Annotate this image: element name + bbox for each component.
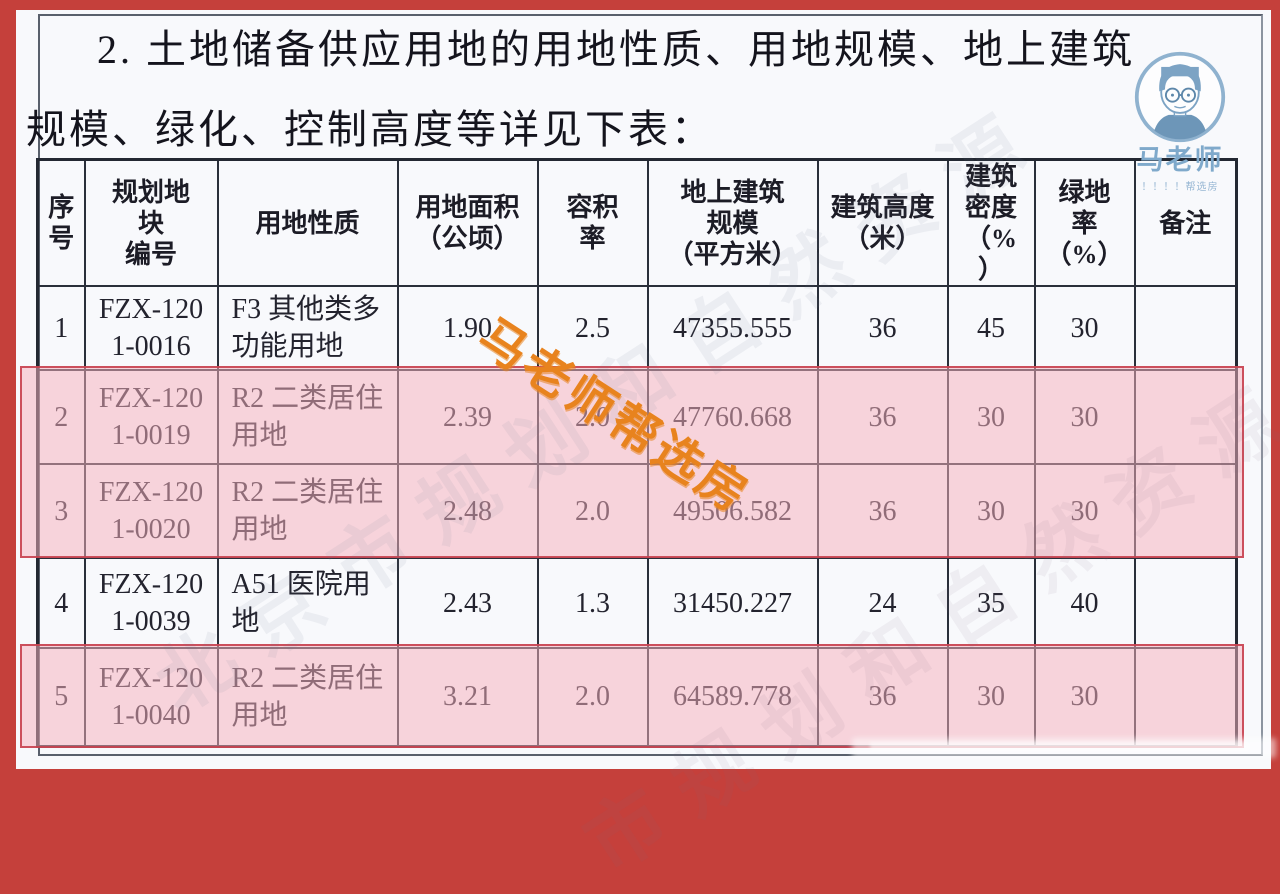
cell-no: 1 (36, 285, 86, 371)
cell-green: 30 (1033, 285, 1136, 371)
avatar-subcaption: ！！！！帮选房 (1141, 182, 1219, 193)
cell-density: 30 (946, 463, 1036, 559)
cell-plot: FZX-120 1-0040 (83, 647, 219, 747)
cell-green: 30 (1033, 647, 1136, 747)
cell-gfa: 47355.555 (646, 285, 819, 371)
cell-far: 1.3 (536, 557, 649, 649)
cell-use: R2 二类居住 用地 (216, 647, 399, 747)
cell-area: 3.21 (396, 647, 539, 747)
header-cell-4: 容积 率 (536, 158, 649, 287)
header-cell-2: 用地性质 (216, 158, 399, 287)
cell-note (1133, 647, 1238, 747)
cell-plot: FZX-120 1-0020 (83, 463, 219, 559)
page-title-line2: 规模、绿化、控制高度等详见下表： (26, 107, 714, 152)
cell-far: 2.0 (536, 463, 649, 559)
cell-gfa: 31450.227 (646, 557, 819, 649)
cell-plot: FZX-120 1-0016 (83, 285, 219, 371)
cell-use: F3 其他类多 功能用地 (216, 285, 399, 371)
cell-height: 24 (816, 557, 949, 649)
table-header-row: 序 号规划地 块 编号 用地性质 用地面积 （公顷） 容积 率地上建筑 规模 （平方米… (36, 158, 1238, 287)
cell-green: 30 (1033, 369, 1136, 465)
header-cell-6: 建筑高度 （米） (816, 158, 949, 287)
avatar: 马老师 ！！！！帮选房 (1124, 50, 1236, 193)
table-row: 1 FZX-120 1-0016 F3 其他类多 功能用地 1.90 2.5 47355.… (36, 285, 1238, 371)
cell-gfa: 64589.778 (646, 647, 819, 747)
cell-green: 40 (1033, 557, 1136, 649)
page-title-line1: 2. 土地储备供应用地的用地性质、用地规模、地上建筑 (97, 27, 1135, 72)
avatar-image (1133, 50, 1227, 144)
cell-far: 2.0 (536, 647, 649, 747)
cell-no: 3 (36, 463, 86, 559)
cell-use: R2 二类居住 用地 (216, 463, 399, 559)
cell-note (1133, 557, 1238, 649)
avatar-caption: 马老师 (1136, 145, 1224, 175)
cell-no: 2 (36, 369, 86, 465)
cell-use: A51 医院用 地 (216, 557, 399, 649)
cell-use: R2 二类居住 用地 (216, 369, 399, 465)
cell-no: 5 (36, 647, 86, 747)
header-cell-7: 建筑 密度 （% ） (946, 158, 1036, 287)
cell-far: 2.5 (536, 285, 649, 371)
avatar-cartoon-icon (1134, 51, 1226, 143)
cell-note (1133, 285, 1238, 371)
cell-note (1133, 369, 1238, 465)
cell-height: 36 (816, 647, 949, 747)
header-cell-5: 地上建筑 规模 （平方米） (646, 158, 819, 287)
cell-density: 45 (946, 285, 1036, 371)
cell-plot: FZX-120 1-0039 (83, 557, 219, 649)
table-row: 4 FZX-120 1-0039 A51 医院用 地 2.43 1.3 31450.227… (36, 557, 1238, 649)
cell-area: 2.48 (396, 463, 539, 559)
cell-height: 36 (816, 285, 949, 371)
table-row: 3 FZX-120 1-0020 R2 二类居住 用地 2.48 2.0 49506.58… (36, 463, 1238, 559)
page-title: 2. 土地储备供应用地的用地性质、用地规模、地上建筑 规模、绿化、控制高度等详见… (26, 10, 1226, 170)
header-cell-3: 用地面积 （公顷） (396, 158, 539, 287)
cell-height: 36 (816, 369, 949, 465)
cell-density: 30 (946, 369, 1036, 465)
cell-density: 30 (946, 647, 1036, 747)
cell-note (1133, 463, 1238, 559)
table-body: 1 FZX-120 1-0016 F3 其他类多 功能用地 1.90 2.5 47355.… (36, 285, 1238, 747)
header-cell-1: 规划地 块 编号 (83, 158, 219, 287)
cell-plot: FZX-120 1-0019 (83, 369, 219, 465)
header-cell-0: 序 号 (36, 158, 86, 287)
cell-no: 4 (36, 557, 86, 649)
header-cell-9: 备注 (1133, 158, 1238, 287)
cell-height: 36 (816, 463, 949, 559)
cell-green: 30 (1033, 463, 1136, 559)
table-row: 5 FZX-120 1-0040 R2 二类居住 用地 3.21 2.0 64589.77… (36, 647, 1238, 747)
cell-density: 35 (946, 557, 1036, 649)
cell-area: 2.43 (396, 557, 539, 649)
header-cell-8: 绿地 率 （%） (1033, 158, 1136, 287)
